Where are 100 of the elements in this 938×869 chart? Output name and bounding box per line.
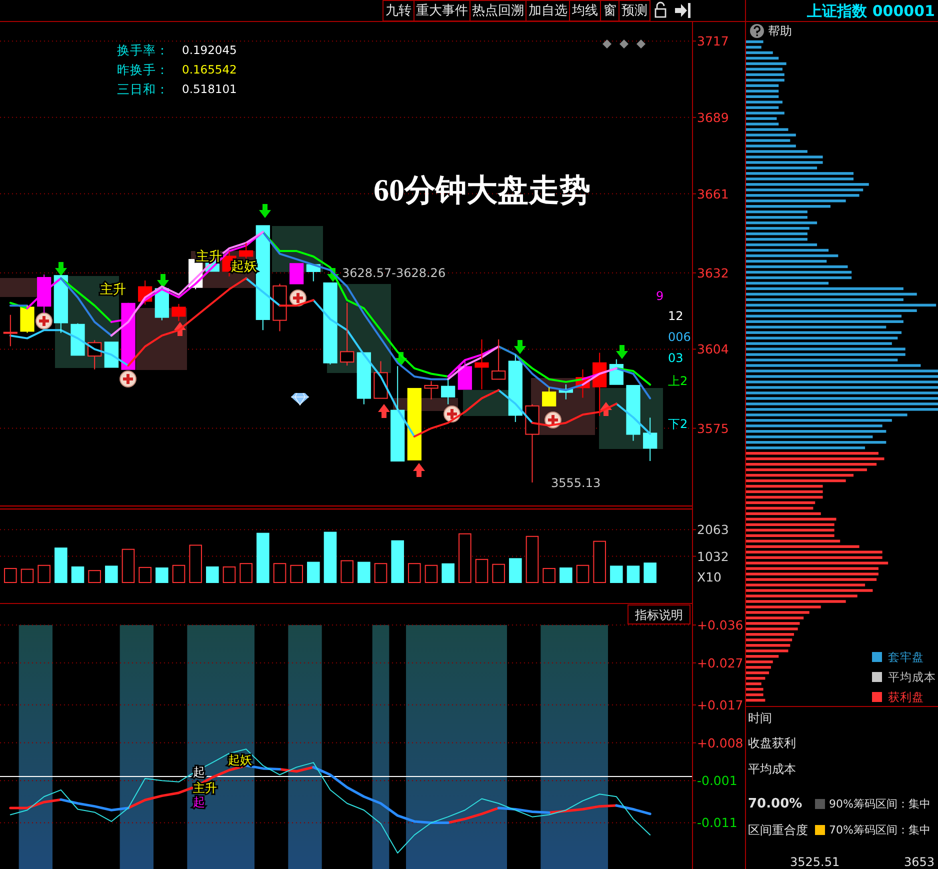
- candlestick: [441, 378, 456, 405]
- bar: [746, 226, 810, 230]
- bar: [746, 336, 898, 340]
- bar: [746, 183, 869, 186]
- bar: [746, 506, 814, 510]
- bar: [746, 386, 938, 389]
- y-tick-label: 2063: [697, 522, 729, 538]
- annotation: 主升: [193, 781, 217, 795]
- bar: [105, 566, 118, 583]
- bar: [746, 501, 816, 504]
- text: 3525.51: [790, 855, 840, 869]
- bar: [746, 528, 834, 532]
- bar: [746, 144, 796, 148]
- y-tick-label: 3661: [697, 186, 729, 202]
- annotation: 换手率：: [117, 42, 169, 58]
- bar: [746, 73, 784, 76]
- bar: [746, 342, 892, 345]
- bar: [38, 564, 50, 583]
- text: 平均成本: [748, 762, 796, 776]
- bar: [746, 594, 858, 598]
- annotation: 0.518101: [182, 82, 237, 96]
- bar: [746, 654, 779, 658]
- menu-button: 热点回溯: [470, 0, 526, 22]
- bar: [442, 563, 454, 583]
- bar: [240, 563, 252, 583]
- bar: [156, 567, 168, 583]
- bar: [492, 564, 505, 583]
- bar: [746, 496, 823, 499]
- bar: [290, 564, 303, 583]
- bar: [746, 100, 782, 104]
- bar: [222, 566, 236, 583]
- bar: [746, 633, 794, 636]
- bar: [746, 200, 846, 202]
- y-tick-label: +0.027: [697, 655, 744, 670]
- annotation: 3555.13: [551, 476, 601, 490]
- bar: [746, 128, 788, 131]
- bar: [746, 408, 938, 411]
- bar: [88, 570, 101, 583]
- annotation: 起妖: [228, 753, 252, 767]
- button: 指标说明: [628, 604, 690, 624]
- bar: [746, 161, 823, 164]
- bar: [746, 292, 917, 296]
- bar: [746, 320, 904, 323]
- bar: [746, 649, 788, 652]
- bar: [458, 533, 472, 583]
- annotation: 昨换手：: [117, 62, 169, 77]
- text: 收盘获利: [748, 736, 796, 750]
- bar: [746, 644, 790, 647]
- bar: [746, 402, 938, 406]
- bar: [746, 243, 818, 246]
- bar: [626, 566, 640, 583]
- bar: [746, 90, 779, 93]
- bar: [746, 326, 886, 328]
- annotation: 起: [193, 765, 205, 779]
- bar: [746, 490, 823, 494]
- bar: [746, 600, 846, 603]
- bar: [746, 364, 921, 367]
- y-tick-label: -0.001: [697, 773, 738, 788]
- bar: [746, 188, 864, 192]
- bar: [746, 584, 866, 586]
- text: 时间: [748, 711, 772, 725]
- bar: [746, 194, 860, 197]
- bar: [746, 693, 764, 696]
- bar: [746, 545, 860, 548]
- candlestick: [643, 417, 658, 462]
- bar: [746, 314, 902, 318]
- bar: [746, 287, 904, 290]
- annotation: 三日和：: [117, 82, 169, 96]
- bar: [746, 666, 771, 669]
- candlestick: [3, 314, 18, 347]
- bar: [746, 358, 898, 362]
- legend-label: 获利盘: [888, 690, 924, 704]
- menu-button: 重大事件: [414, 0, 470, 22]
- bar: [746, 578, 877, 581]
- bar: [746, 238, 808, 241]
- bar: [746, 270, 852, 274]
- bar: [71, 566, 84, 583]
- bar: [746, 260, 827, 263]
- bar: [746, 40, 764, 44]
- bar: [746, 276, 852, 280]
- legend-label: 套牢盘: [888, 650, 924, 664]
- bar: [610, 566, 623, 583]
- bar: [746, 178, 854, 180]
- bar: [746, 474, 854, 477]
- bar: [256, 532, 270, 583]
- bar: [358, 562, 370, 583]
- y-tick-label: 3717: [697, 34, 729, 49]
- bar: [138, 566, 152, 583]
- chart-title: 上证指数 000001: [806, 2, 935, 20]
- text: 70%筹码区间：集中: [829, 824, 930, 836]
- bar: [746, 512, 821, 516]
- candlestick: [172, 303, 186, 322]
- bar: [20, 568, 34, 583]
- candlestick: [424, 380, 438, 400]
- bar: [526, 536, 539, 583]
- bar: [746, 671, 770, 674]
- y-axis-title: X10: [697, 570, 722, 584]
- annotation: 起: [193, 795, 205, 809]
- bar: [746, 479, 846, 482]
- bar: [746, 676, 766, 680]
